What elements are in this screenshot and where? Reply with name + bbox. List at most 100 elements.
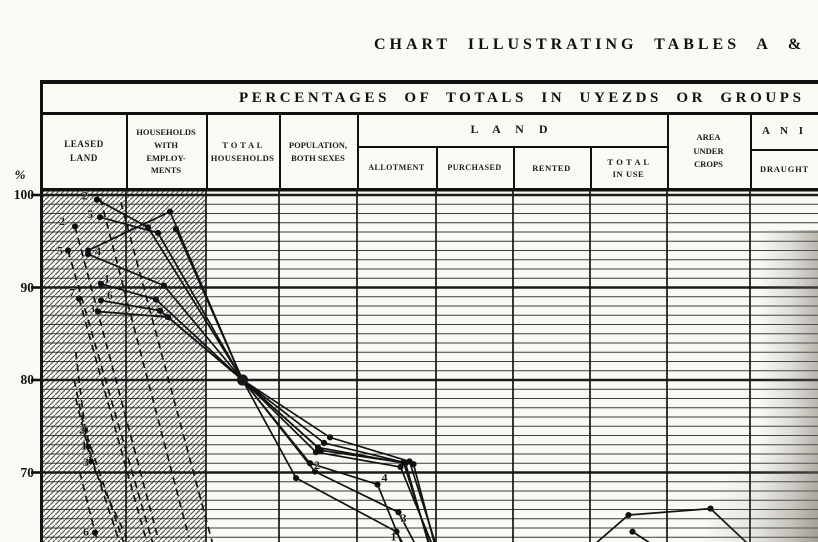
col-header-allotment: ALLOTMENT — [368, 163, 425, 173]
header-divider — [590, 148, 592, 189]
data-point — [317, 447, 325, 454]
point-label-6: 6 — [107, 288, 113, 302]
column-rules — [125, 190, 751, 542]
point-label-5: 5 — [57, 243, 63, 257]
col-group-animals: A N I — [761, 124, 808, 137]
series-dash-2 — [74, 226, 159, 538]
col-header-population-both-sexes: POPULATION, BOTH SEXES — [288, 140, 348, 163]
data-point — [172, 226, 180, 233]
scan-shadow — [758, 230, 818, 542]
col-group-land: L A N D — [470, 122, 554, 137]
point-label-6: 6 — [83, 524, 89, 538]
header-divider — [667, 115, 669, 189]
data-point — [75, 295, 83, 302]
data-point — [629, 528, 636, 535]
data-point — [326, 434, 334, 441]
data-point — [164, 314, 172, 321]
point-label-1: 1 — [81, 438, 87, 452]
data-point — [166, 208, 174, 215]
series-line-2 — [96, 198, 436, 542]
data-point — [397, 463, 404, 471]
data-point — [84, 251, 92, 258]
table-left-border — [40, 80, 43, 542]
point-label-2: 2 — [82, 188, 88, 202]
data-point — [306, 460, 314, 467]
point-label-3: 3 — [401, 511, 407, 525]
point-label-2: 2 — [314, 458, 320, 472]
data-point — [97, 280, 105, 287]
convergence-point — [236, 374, 249, 386]
header-divider — [279, 115, 281, 189]
data-point — [91, 529, 99, 536]
series-line-3 — [97, 310, 404, 542]
data-point — [152, 296, 160, 303]
data-point — [144, 224, 152, 231]
col-header-households-with-employments: HOUSEHOLDS WITH EMPLOY- MENTS — [136, 127, 196, 176]
data-point — [97, 297, 105, 304]
data-point — [94, 308, 102, 315]
header-divider — [436, 148, 438, 189]
series-dash-b — [99, 198, 190, 538]
data-point — [71, 223, 79, 230]
animals-group-divider — [750, 149, 818, 151]
series-dash-7 — [78, 298, 148, 542]
table-top-border — [40, 80, 818, 84]
col-header-area-under-crops: AREA UNDER CROPS — [693, 132, 724, 170]
banner-bottom-border — [40, 112, 818, 115]
data-point — [320, 439, 328, 446]
point-label-5: 5 — [87, 207, 93, 221]
series-line-right-upper — [596, 507, 748, 542]
data-point — [87, 458, 95, 465]
data-point — [93, 196, 101, 203]
series-dash-5 — [67, 250, 154, 542]
data-point — [625, 511, 632, 519]
point-label-1: 1 — [104, 272, 110, 286]
data-point — [64, 247, 72, 254]
point-label-2: 2 — [79, 423, 85, 437]
col-header-total-households: T O T A L HOUSEHOLDS — [210, 140, 275, 163]
data-point — [707, 505, 714, 512]
header-divider — [357, 115, 359, 189]
y-tick-label-70: 70 — [20, 464, 35, 480]
point-label-3: 3 — [89, 301, 95, 315]
data-point — [410, 461, 417, 468]
data-point — [374, 481, 381, 488]
data-point — [160, 282, 168, 289]
y-axis-percent-label: % — [14, 167, 26, 182]
table-banner: PERCENTAGES OF TOTALS IN UYEZDS OR GROUP… — [239, 89, 818, 106]
point-label-4: 4 — [95, 244, 101, 258]
header-divider — [513, 148, 515, 189]
header-divider — [126, 115, 128, 189]
data-point — [84, 443, 92, 450]
col-header-leased-land: LEASED LAND — [64, 139, 104, 163]
data-point — [96, 214, 104, 221]
data-point — [292, 474, 300, 482]
data-point — [393, 528, 400, 535]
series-line-4 — [87, 253, 433, 542]
col-header-rented: RENTED — [532, 162, 571, 173]
data-points — [64, 196, 714, 536]
y-tick-label-100: 100 — [13, 187, 34, 202]
point-label-1: 1 — [391, 529, 397, 542]
y-tick-label-80: 80 — [20, 372, 35, 387]
series-dash-p1 — [73, 379, 121, 542]
point-label-3: 3 — [83, 455, 89, 469]
y-tick-label-90: 90 — [20, 279, 35, 295]
col-header-purchased: PURCHASED — [447, 163, 502, 173]
series-line-8 — [175, 228, 435, 542]
point-label-4: 4 — [382, 470, 388, 484]
data-point — [402, 460, 409, 467]
data-point — [395, 509, 402, 516]
col-header-total-in-use: T O T A L IN USE — [607, 156, 650, 179]
data-point — [312, 449, 320, 456]
data-point — [156, 307, 164, 314]
gridlines — [31, 188, 818, 538]
data-point — [81, 426, 89, 434]
page-title: CHART ILLUSTRATING TABLES A & B — [374, 36, 818, 53]
data-point — [154, 229, 162, 237]
col-header-draught: DRAUGHT — [759, 164, 810, 175]
point-label-7: 7 — [69, 285, 75, 299]
land-group-divider — [357, 146, 667, 148]
